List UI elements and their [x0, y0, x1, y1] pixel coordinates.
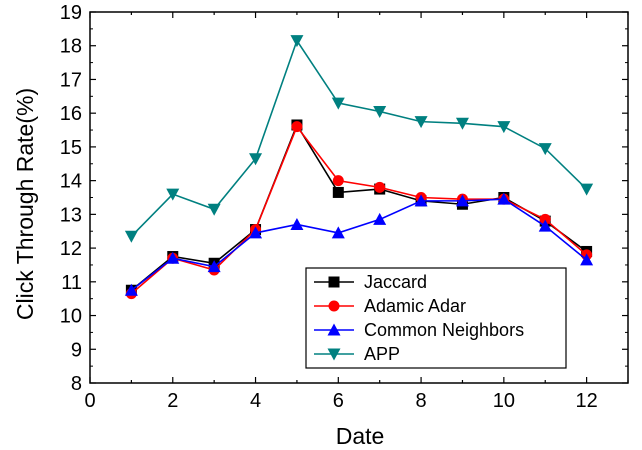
legend: Jaccard Adamic Adar Common Neighbors APP	[305, 267, 567, 369]
data-point-app	[497, 121, 511, 134]
x-tick-label: 8	[416, 390, 427, 412]
axes-ticks: 0 2 4 6 8 10 12 8 9 10 11 12 13 14 15 16 17 18 19	[60, 2, 629, 412]
y-tick-label: 14	[60, 171, 82, 193]
legend-label-app: APP	[364, 344, 400, 364]
y-tick-label: 12	[60, 238, 82, 260]
data-point-common-neighbors	[455, 194, 469, 207]
y-tick-label: 19	[60, 2, 82, 24]
y-axis-title: Click Through Rate(%)	[12, 88, 38, 320]
data-point-app	[331, 97, 345, 110]
legend-box	[305, 267, 567, 369]
data-point-common-neighbors	[580, 253, 594, 266]
series-line-adamic-adar	[130, 125, 588, 295]
y-tick-label: 11	[61, 272, 82, 294]
x-tick-label: 0	[84, 390, 95, 412]
legend-label-adamic-adar: Adamic Adar	[364, 296, 466, 316]
data-point-app	[455, 117, 469, 130]
series-line-jaccard	[130, 123, 588, 291]
data-point-app	[580, 183, 594, 196]
legend-marker-app	[327, 348, 341, 361]
series-common-neighbors	[124, 192, 594, 296]
data-point-common-neighbors	[497, 192, 511, 205]
y-tick-label: 16	[60, 103, 82, 125]
data-point-common-neighbors	[207, 260, 221, 273]
data-point-app	[124, 230, 138, 243]
data-point-app	[290, 35, 304, 48]
legend-label-common-neighbors: Common Neighbors	[364, 320, 524, 340]
data-point-app	[207, 203, 221, 216]
y-tick-label: 8	[71, 373, 82, 395]
series-line-app	[130, 38, 588, 237]
data-point-common-neighbors	[538, 219, 552, 232]
y-tick-label: 9	[71, 339, 82, 361]
x-tick-label: 4	[250, 390, 261, 412]
legend-marker-adamic-adar	[328, 300, 340, 312]
data-point-common-neighbors	[290, 217, 304, 230]
x-tick-label: 2	[167, 390, 178, 412]
y-tick-label: 10	[60, 306, 82, 328]
plot-area	[89, 11, 629, 384]
data-point-common-neighbors	[249, 226, 263, 239]
y-tick-label: 17	[60, 69, 82, 91]
y-tick-label: 15	[60, 137, 82, 159]
legend-label-jaccard: Jaccard	[364, 272, 427, 292]
data-point-app	[249, 153, 263, 166]
data-point-app	[414, 116, 428, 129]
data-point-common-neighbors	[124, 283, 138, 296]
legend-marker-common-neighbors	[327, 323, 341, 336]
data-point-common-neighbors	[166, 251, 180, 264]
data-point-common-neighbors	[331, 226, 345, 239]
x-tick-label: 10	[493, 390, 515, 412]
data-point-adamic-adar	[291, 121, 303, 133]
x-tick-label: 12	[575, 390, 597, 412]
data-point-adamic-adar	[374, 181, 386, 193]
data-point-common-neighbors	[373, 212, 387, 225]
data-point-app	[538, 143, 552, 156]
x-axis-title: Date	[336, 423, 385, 449]
legend-marker-jaccard	[328, 276, 340, 288]
data-point-common-neighbors	[414, 194, 428, 207]
series-line-common-neighbors	[130, 198, 588, 291]
data-point-app	[373, 105, 387, 118]
series-app	[124, 35, 594, 243]
data-point-jaccard	[332, 186, 344, 198]
data-point-adamic-adar	[539, 213, 551, 225]
data-point-app	[166, 188, 180, 201]
data-point-adamic-adar	[332, 175, 344, 187]
y-tick-label: 18	[60, 36, 82, 58]
y-tick-label: 13	[60, 204, 82, 226]
x-tick-label: 6	[333, 390, 344, 412]
